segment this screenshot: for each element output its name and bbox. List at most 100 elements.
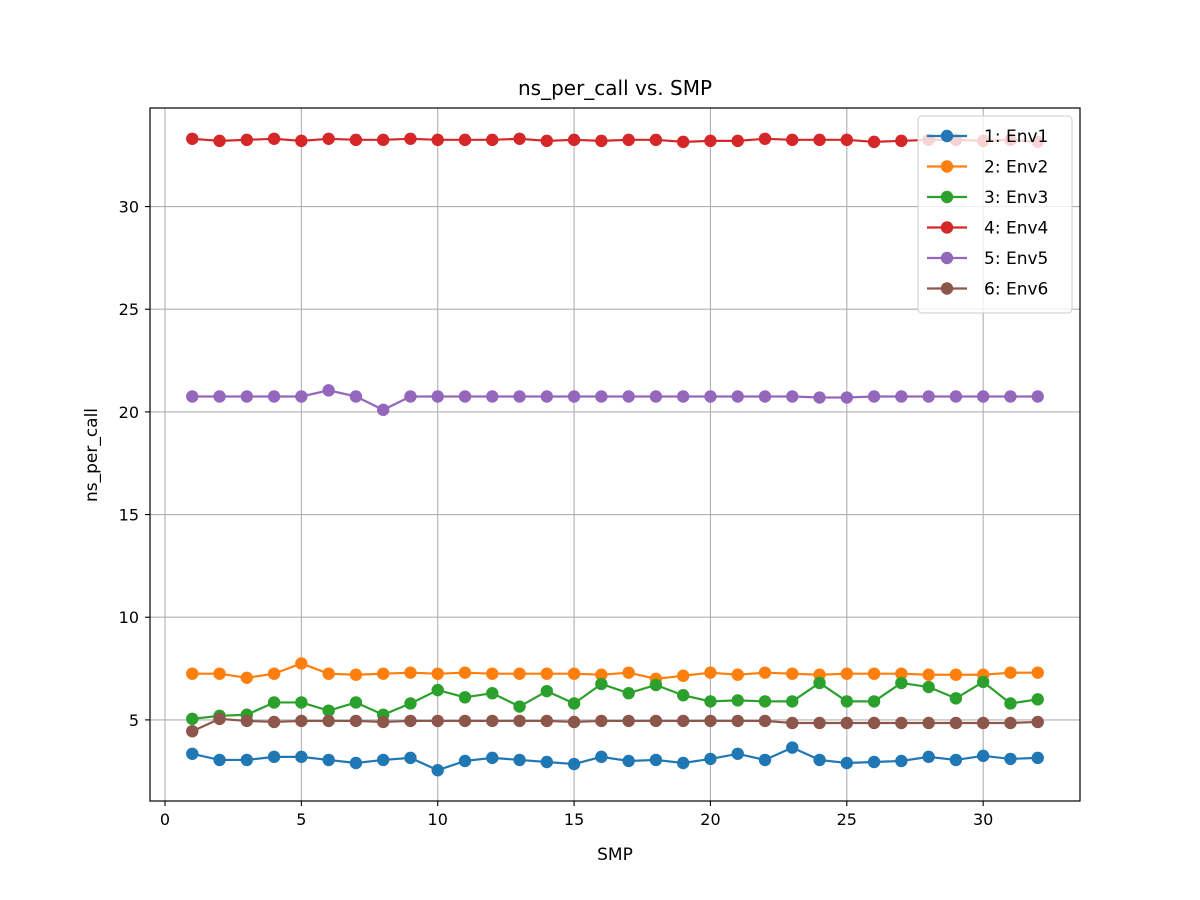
plot-frame	[149, 107, 1081, 802]
data-point	[813, 716, 826, 730]
data-point	[513, 700, 526, 713]
data-point	[240, 671, 254, 684]
data-point	[404, 132, 417, 145]
data-point	[376, 667, 390, 680]
data-point	[786, 695, 799, 708]
data-point	[458, 666, 472, 679]
data-point	[267, 715, 281, 729]
data-point	[213, 134, 226, 148]
y-tick-label: 5	[129, 711, 139, 730]
data-point	[704, 714, 717, 728]
data-point	[949, 716, 963, 730]
data-point	[540, 714, 554, 728]
data-point	[758, 695, 772, 708]
data-point	[758, 753, 772, 767]
data-point	[404, 697, 417, 710]
data-point	[758, 390, 772, 403]
data-point	[567, 715, 581, 729]
data-point	[1004, 716, 1017, 730]
data-point	[267, 667, 281, 680]
data-point	[322, 753, 335, 767]
data-point	[1031, 666, 1044, 679]
data-point	[1031, 390, 1044, 403]
data-point	[404, 751, 417, 765]
data-point	[840, 756, 854, 770]
data-point	[295, 390, 308, 403]
data-point	[649, 133, 663, 147]
data-point	[622, 390, 635, 403]
legend-label: 4: Env4	[984, 219, 1048, 239]
data-point	[867, 667, 881, 680]
data-point	[349, 696, 363, 709]
data-point	[704, 666, 717, 679]
data-point	[458, 390, 472, 403]
y-axis-label: ns_per_call	[82, 408, 102, 502]
legend-label: 3: Env3	[984, 188, 1048, 208]
data-point	[322, 384, 335, 397]
legend-label: 2: Env2	[984, 158, 1048, 178]
legend-item: 3: Env3	[927, 188, 1048, 208]
data-point	[622, 133, 635, 147]
data-point	[595, 677, 608, 691]
x-tick-label: 0	[160, 810, 170, 829]
data-point	[949, 753, 963, 767]
x-tick-label: 25	[837, 810, 857, 829]
data-point	[404, 666, 417, 679]
data-point	[349, 714, 363, 728]
data-point	[458, 754, 472, 768]
data-point	[895, 676, 908, 690]
data-point	[295, 134, 308, 148]
data-point	[540, 134, 554, 148]
data-point	[676, 689, 690, 702]
data-point	[213, 712, 226, 726]
legend-label: 1: Env1	[984, 127, 1048, 147]
data-point	[1031, 693, 1044, 706]
data-point	[922, 668, 935, 681]
data-point	[786, 133, 799, 147]
data-point	[595, 390, 608, 403]
data-point	[431, 133, 444, 147]
data-point	[922, 390, 935, 403]
data-point	[813, 391, 826, 404]
data-point	[676, 756, 690, 770]
legend-marker	[940, 282, 954, 295]
data-point	[895, 134, 908, 148]
x-tick-label: 10	[428, 810, 448, 829]
y-tick-label: 30	[119, 198, 139, 217]
data-point	[404, 390, 417, 403]
series-env5	[186, 384, 1044, 417]
data-point	[240, 714, 254, 728]
x-tick-label: 5	[296, 810, 306, 829]
data-point	[376, 403, 390, 417]
legend-marker	[940, 190, 954, 204]
data-point	[786, 667, 799, 680]
data-point	[186, 390, 199, 403]
data-point	[595, 750, 608, 764]
data-point	[486, 687, 499, 700]
data-point	[349, 390, 363, 403]
data-point	[240, 133, 254, 147]
y-axis: 5 10 15 20 25 30	[119, 198, 150, 730]
data-point	[486, 667, 499, 680]
data-point	[513, 132, 526, 145]
data-point	[649, 678, 663, 692]
data-point	[322, 714, 335, 728]
data-point	[622, 754, 635, 768]
data-point	[486, 390, 499, 403]
legend: 1: Env1 2: Env2 3: Env3 4: Env4 5: Env5 6: En…	[917, 115, 1073, 314]
data-point	[813, 133, 826, 147]
data-point	[295, 657, 308, 670]
data-point	[867, 755, 881, 769]
data-point	[840, 667, 854, 680]
series-env2	[186, 657, 1044, 686]
data-point	[840, 716, 854, 730]
data-point	[567, 667, 581, 680]
x-axis: 0 5 10 15 20 25 30	[160, 801, 993, 829]
data-point	[1004, 390, 1017, 403]
data-point	[186, 747, 199, 760]
data-point	[786, 390, 799, 403]
data-point	[513, 390, 526, 403]
data-point	[840, 133, 854, 147]
series-layer	[186, 132, 1044, 777]
